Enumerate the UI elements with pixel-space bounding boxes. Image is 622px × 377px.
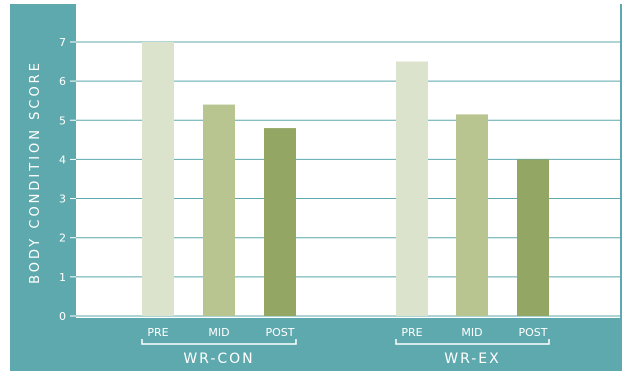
x-axis-ticks: PRE MID POST PRE MID POST (147, 326, 547, 339)
x-tick-label: MID (461, 326, 482, 339)
group-bracket (141, 339, 297, 345)
x-tick-label: POST (266, 326, 295, 339)
bar-wr-ex-pre (396, 61, 428, 317)
y-tick-label: 5 (59, 114, 66, 127)
bar-wr-con-mid (203, 104, 235, 316)
y-axis-ticks: 0 1 2 3 4 5 6 7 (59, 36, 76, 323)
group-label: WR-CON (183, 351, 254, 367)
y-tick-label: 6 (59, 75, 66, 88)
group-bracket (395, 339, 550, 345)
x-tick-label: MID (208, 326, 229, 339)
y-tick-label: 1 (59, 271, 66, 284)
y-tick-label: 4 (59, 153, 66, 166)
bar-wr-ex-mid (456, 114, 488, 316)
x-tick-label: PRE (147, 326, 168, 339)
bar-wr-con-post (264, 128, 296, 316)
y-tick-label: 3 (59, 193, 66, 206)
y-tick-label: 2 (59, 232, 66, 245)
group-label: WR-EX (444, 351, 501, 367)
y-axis-label: BODY CONDITION SCORE (28, 60, 43, 284)
bar-wr-con-pre (142, 41, 174, 316)
x-tick-label: PRE (401, 326, 422, 339)
y-tick-label: 0 (59, 310, 66, 323)
bars (142, 41, 549, 317)
bar-wr-ex-post (517, 159, 549, 316)
group-labels: WR-CON WR-EX (141, 339, 550, 367)
y-tick-label: 7 (59, 36, 66, 49)
x-tick-label: POST (519, 326, 548, 339)
